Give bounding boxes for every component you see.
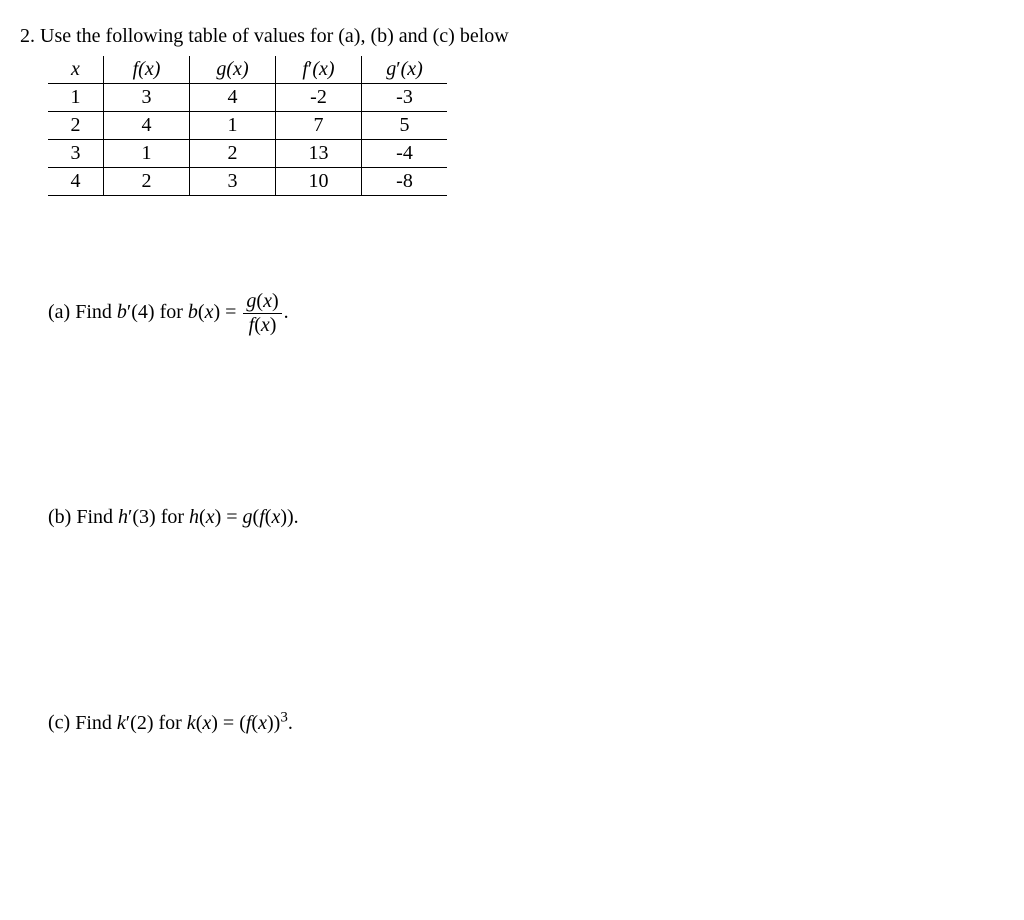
cell-x: 4 (48, 168, 104, 196)
cell-f: 4 (104, 112, 190, 140)
cell-fp: 13 (276, 140, 362, 168)
cell-gp: 5 (362, 112, 448, 140)
cell-g: 4 (190, 84, 276, 112)
part-c: (c) Find k′(2) for k(x) = (f(x))3. (48, 709, 1004, 735)
part-a: (a) Find b′(4) for b(x) = g(x) f(x) . (48, 291, 1004, 336)
problem-intro-text: Use the following table of values for (a… (40, 25, 509, 47)
cell-f: 3 (104, 84, 190, 112)
cell-gp: -8 (362, 168, 448, 196)
cell-f: 2 (104, 168, 190, 196)
part-c-text: Find k′(2) for k(x) = (f(x))3. (75, 712, 293, 734)
cell-g: 3 (190, 168, 276, 196)
table-row: 1 3 4 -2 -3 (48, 84, 447, 112)
cell-g: 2 (190, 140, 276, 168)
problem-intro: 2. Use the following table of values for… (20, 25, 1004, 48)
table-row: 3 1 2 13 -4 (48, 140, 447, 168)
cell-x: 3 (48, 140, 104, 168)
part-a-label: (a) (48, 301, 70, 323)
part-b-label: (b) (48, 506, 71, 528)
cell-g: 1 (190, 112, 276, 140)
cell-fp: 10 (276, 168, 362, 196)
cell-x: 2 (48, 112, 104, 140)
cell-fp: -2 (276, 84, 362, 112)
col-header-f: f(x) (104, 56, 190, 84)
part-a-text: Find b′(4) for b(x) = g(x) f(x) . (75, 301, 288, 323)
table-row: 4 2 3 10 -8 (48, 168, 447, 196)
values-table: x f(x) g(x) f′(x) g′(x) 1 3 4 -2 -3 2 4 … (48, 56, 447, 196)
table-header-row: x f(x) g(x) f′(x) g′(x) (48, 56, 447, 84)
col-header-gp: g′(x) (362, 56, 448, 84)
part-b: (b) Find h′(3) for h(x) = g(f(x)). (48, 506, 1004, 529)
cell-f: 1 (104, 140, 190, 168)
fraction: g(x) f(x) (243, 291, 281, 336)
cell-gp: -4 (362, 140, 448, 168)
col-header-x: x (48, 56, 104, 84)
cell-fp: 7 (276, 112, 362, 140)
part-b-text: Find h′(3) for h(x) = g(f(x)). (76, 506, 298, 528)
problem-number: 2. (20, 25, 35, 47)
cell-gp: -3 (362, 84, 448, 112)
cell-x: 1 (48, 84, 104, 112)
col-header-g: g(x) (190, 56, 276, 84)
table-row: 2 4 1 7 5 (48, 112, 447, 140)
col-header-fp: f′(x) (276, 56, 362, 84)
part-c-label: (c) (48, 712, 70, 734)
